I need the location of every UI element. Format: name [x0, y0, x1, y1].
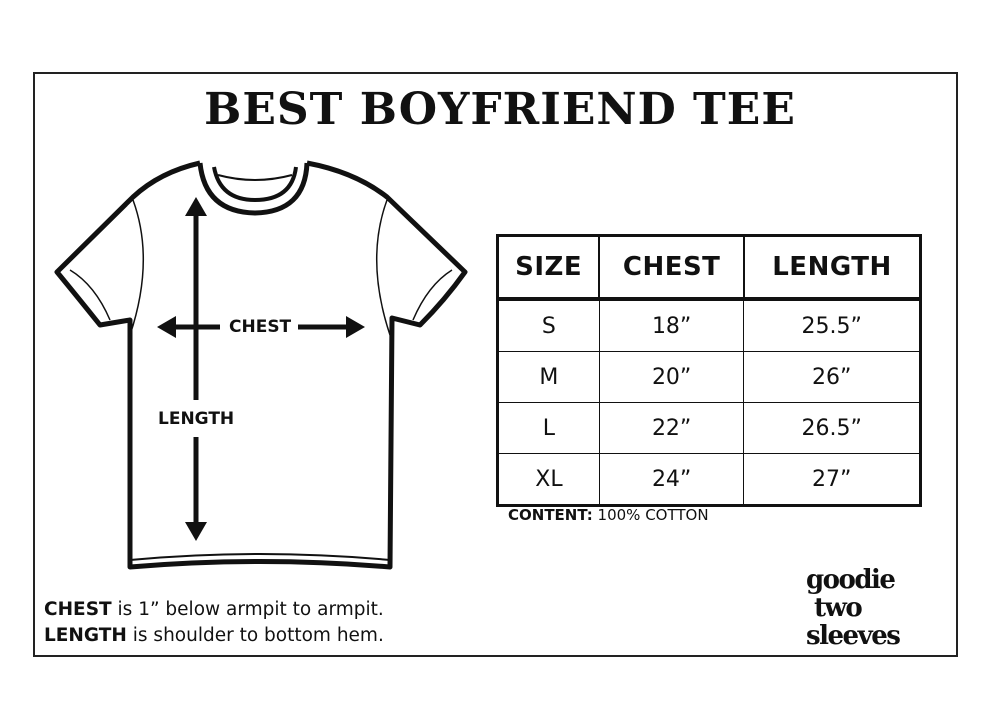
cuff-right [412, 269, 453, 321]
logo-line: two [814, 593, 863, 623]
cell-length: 27” [743, 453, 921, 506]
note-chest: CHEST is 1” below armpit to armpit. [44, 597, 384, 623]
table-row: XL 24” 27” [497, 453, 921, 506]
content-value: 100% COTTON [597, 506, 709, 524]
chart-frame [33, 72, 958, 657]
content-label: CONTENT: [508, 506, 593, 524]
note-term: LENGTH [44, 625, 127, 646]
chest-arrow [157, 316, 365, 338]
logo-line: goodie [806, 565, 896, 595]
sleeve-seam-left [129, 199, 144, 336]
hem-line [129, 553, 391, 561]
cell-size: L [497, 402, 600, 454]
cuff-left [69, 269, 111, 321]
length-arrow [185, 197, 207, 541]
table-row: L 22” 26.5” [497, 402, 921, 454]
cell-size: M [497, 351, 600, 403]
header-chest: CHEST [599, 235, 745, 301]
length-label: LENGTH [158, 409, 235, 429]
cell-size: S [497, 298, 600, 352]
size-table: SIZE CHEST LENGTH S 18” 25.5” M 20” 26” … [496, 234, 922, 507]
collar-outer [197, 162, 310, 216]
shirt-outline [54, 160, 468, 570]
logo-line: sleeves [806, 621, 901, 651]
table-row: S 18” 25.5” [497, 298, 921, 352]
note-text: is 1” below armpit to armpit. [117, 599, 384, 620]
note-text: is shoulder to bottom hem. [132, 625, 384, 646]
cell-length: 26.5” [743, 402, 921, 454]
cell-length: 25.5” [743, 298, 921, 352]
sleeve-seam-right [376, 199, 391, 336]
cell-size: XL [497, 453, 600, 506]
table-header-row: SIZE CHEST LENGTH [497, 235, 921, 301]
collar-back [217, 174, 293, 181]
measurement-notes: CHEST is 1” below armpit to armpit. LENG… [44, 597, 384, 649]
cell-chest: 20” [598, 351, 745, 403]
header-size: SIZE [497, 235, 601, 301]
brand-logo: goodie two sleeves [806, 565, 901, 651]
cell-chest: 24” [598, 453, 745, 506]
cell-chest: 18” [598, 298, 745, 352]
page-title: BEST BOYFRIEND TEE [204, 84, 796, 135]
cell-length: 26” [743, 351, 921, 403]
header-length: LENGTH [743, 235, 921, 301]
collar-inner [212, 166, 298, 202]
cell-chest: 22” [598, 402, 745, 454]
note-term: CHEST [44, 599, 112, 620]
content-note: CONTENT: 100% COTTON [508, 506, 709, 524]
note-length: LENGTH is shoulder to bottom hem. [44, 623, 384, 649]
chest-label: CHEST [229, 317, 292, 337]
table-row: M 20” 26” [497, 351, 921, 403]
